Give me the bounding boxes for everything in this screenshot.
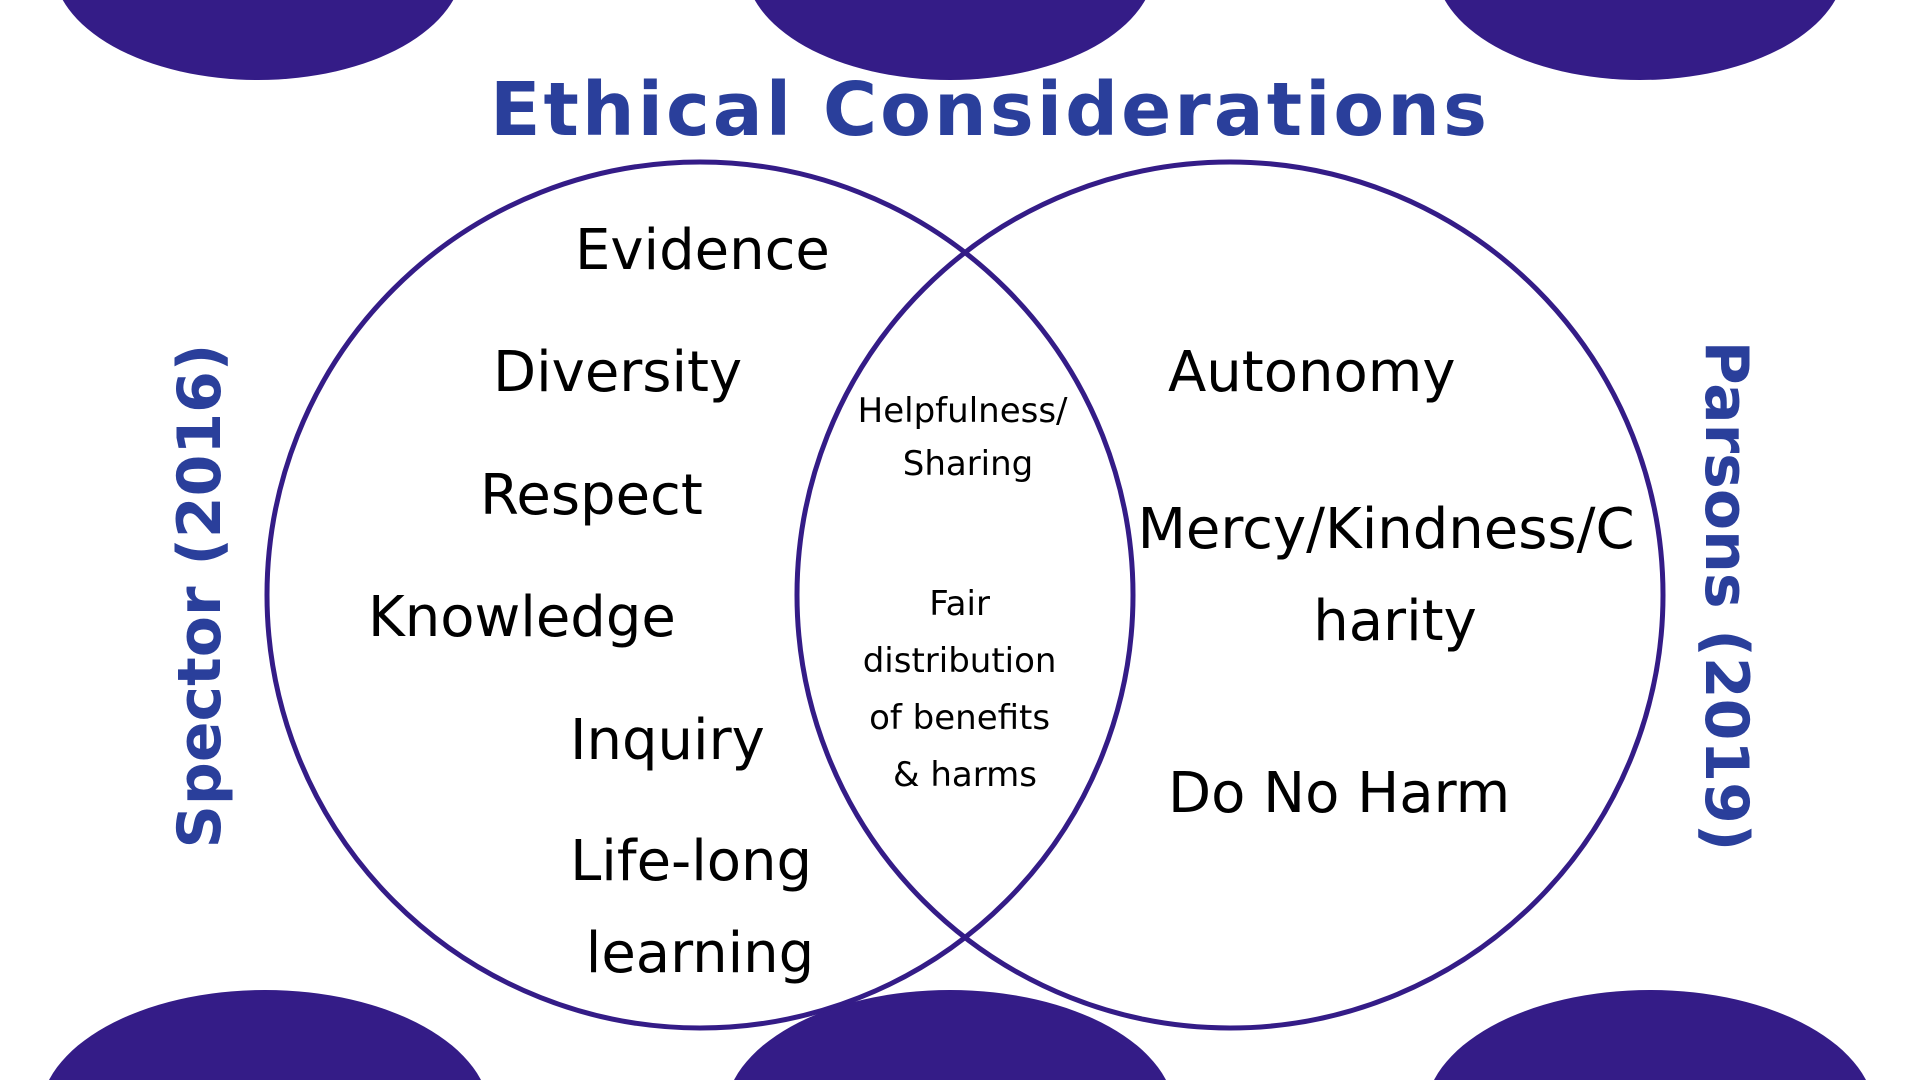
left-item-lifelong-learning-line1: Life-long [570,829,812,894]
page-title: Ethical Considerations [490,67,1490,153]
overlap-item-helpfulness: Helpfulness/ Sharing [858,391,1079,484]
right-item-mercy-line1: Mercy/Kindness/C [1138,497,1635,562]
left-item-lifelong-learning-line2: learning [586,921,814,986]
decor-wave-top-2 [754,0,1146,80]
left-set-label: Spector (2016) [165,344,235,849]
left-item-respect: Respect [480,463,703,528]
right-item-do-no-harm: Do No Harm [1168,761,1510,826]
right-item-mercy-line2: harity [1313,589,1477,654]
overlap-item-fair-distribution-line1: Fair [929,584,990,624]
overlap-item-fair-distribution-line2: distribution [863,641,1057,681]
right-item-mercy: Mercy/Kindness/C harity [1138,497,1653,654]
left-item-evidence: Evidence [575,218,830,283]
left-item-inquiry: Inquiry [570,708,765,773]
decor-wave-top-3 [1444,0,1836,80]
overlap-item-fair-distribution-line4: & harms [893,755,1037,795]
decor-wave-bottom-2 [734,990,1166,1080]
left-circle [264,159,1136,1031]
decor-wave-bottom-3 [1434,990,1866,1080]
decor-wave-bottom-1 [49,990,481,1080]
left-item-lifelong-learning: Life-long learning [570,829,830,986]
overlap-item-helpfulness-line1: Helpfulness/ [858,391,1068,431]
left-item-knowledge: Knowledge [368,585,676,650]
right-circle [794,159,1666,1031]
overlap-item-fair-distribution-line3: of benefits [869,698,1050,738]
right-item-autonomy: Autonomy [1168,340,1455,405]
decor-wave-top-1 [62,0,454,80]
left-item-diversity: Diversity [493,340,742,405]
overlap-item-fair-distribution: Fair distribution of benefits & harms [863,584,1068,795]
overlap-item-helpfulness-line2: Sharing [903,444,1034,484]
right-set-label: Parsons (2019) [1691,341,1761,852]
